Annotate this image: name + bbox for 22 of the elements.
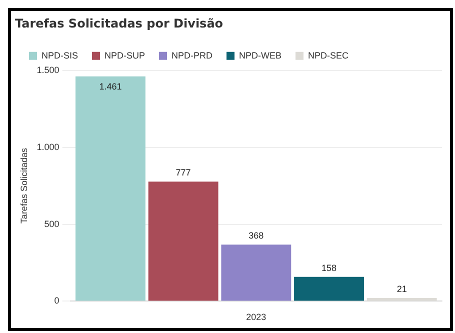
legend-label: NPD-SIS [42, 50, 78, 60]
data-label: 777 [176, 168, 191, 178]
data-label: 21 [396, 284, 407, 294]
x-tick-label: 2023 [246, 312, 266, 322]
bar [75, 76, 146, 301]
legend-label: NPD-SEC [308, 50, 350, 60]
data-label: 1.461 [99, 81, 122, 92]
y-axis-title: Tarefas Solicitadas [18, 148, 29, 224]
y-tick-label: 1.000 [36, 142, 60, 152]
chart-title: Tarefas Solicitadas por Divisão [15, 16, 224, 30]
y-tick-label: 1.500 [36, 64, 60, 75]
legend-label: NPD-PRD [172, 50, 214, 60]
bar [148, 182, 218, 301]
y-tick-label: 500 [44, 218, 60, 229]
legend-label: NPD-WEB [239, 50, 282, 60]
data-label: 158 [321, 262, 337, 273]
bar [221, 244, 292, 301]
legend-label: NPD-SUP [104, 50, 146, 60]
bar [366, 298, 437, 301]
data-label: 368 [248, 230, 264, 241]
bar [294, 276, 364, 301]
y-tick-label: 0 [54, 296, 60, 306]
